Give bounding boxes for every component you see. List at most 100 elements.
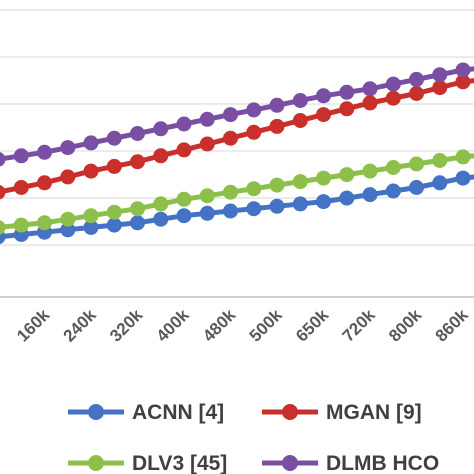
data-point <box>199 188 215 204</box>
data-point <box>339 101 355 117</box>
data-point <box>362 163 378 179</box>
data-point <box>0 152 6 167</box>
data-point <box>13 148 29 164</box>
data-point <box>83 208 99 224</box>
data-point <box>83 219 99 235</box>
x-tick-label: 860k <box>432 305 473 346</box>
data-point <box>83 135 99 151</box>
legend-item-mgan-9: MGAN [9] <box>262 401 422 424</box>
data-point <box>60 222 76 238</box>
data-point <box>455 62 471 78</box>
data-point <box>176 191 192 207</box>
data-point <box>199 111 215 127</box>
x-tick-label: 650k <box>292 305 333 346</box>
data-point <box>246 102 262 118</box>
legend-item-dlmb-hco: DLMB HCO <box>262 452 439 474</box>
x-tick-label: 240k <box>60 305 101 346</box>
data-point <box>60 211 76 227</box>
x-tick-label: 500k <box>246 305 287 346</box>
data-point <box>199 205 215 221</box>
data-point <box>153 211 169 227</box>
legend-marker <box>88 404 104 420</box>
data-point <box>246 124 262 140</box>
data-point <box>269 97 285 113</box>
x-tick-label: 480k <box>199 305 240 346</box>
data-point <box>432 175 448 191</box>
data-point <box>37 144 52 160</box>
data-point <box>362 95 378 111</box>
series-group <box>0 62 474 245</box>
data-point <box>13 180 29 195</box>
data-point <box>106 217 122 233</box>
data-point <box>83 163 99 179</box>
data-point <box>316 88 331 104</box>
data-point <box>106 204 122 220</box>
legend-label: DLV3 [45] <box>132 452 227 474</box>
data-point <box>37 175 52 191</box>
legend-marker <box>282 404 298 420</box>
data-point <box>130 154 145 170</box>
data-point <box>339 190 355 206</box>
data-point <box>153 121 169 137</box>
data-point <box>432 67 448 83</box>
data-point <box>362 187 378 203</box>
data-point <box>339 84 355 100</box>
x-axis-tick-labels: 160k 240k 320k 400k 480k 500k 650k 720k 800k 860k <box>13 305 472 346</box>
data-point <box>316 170 331 186</box>
data-point <box>339 167 355 183</box>
legend-label: DLMB HCO <box>326 452 439 474</box>
data-point <box>223 107 238 123</box>
data-point <box>455 149 471 165</box>
data-point <box>432 153 448 168</box>
x-tick-label: 720k <box>339 305 380 346</box>
data-point <box>246 181 262 197</box>
series-dlv3-45 <box>0 149 474 235</box>
legend-item-acnn-4: ACNN [4] <box>68 401 224 424</box>
data-point <box>223 130 238 146</box>
data-point <box>455 74 471 90</box>
gridlines <box>0 9 474 298</box>
data-point <box>409 86 424 101</box>
x-tick-label: 160k <box>13 305 54 346</box>
legend: ACNN [4] MGAN [9] DLV3 [45] DLMB HCO <box>68 401 439 474</box>
data-point <box>37 215 52 231</box>
x-tick-label: 320k <box>106 305 147 346</box>
x-tick-label: 400k <box>153 305 194 346</box>
data-point <box>269 198 285 214</box>
data-point <box>385 160 401 175</box>
x-tick-label: 800k <box>385 305 426 346</box>
data-point <box>385 183 401 199</box>
data-point <box>153 148 169 164</box>
data-point <box>269 177 285 193</box>
data-point <box>292 113 308 128</box>
data-point <box>409 156 424 172</box>
series-dlmb-hco <box>0 62 474 167</box>
data-point <box>130 126 145 141</box>
data-point <box>60 169 76 185</box>
data-point <box>153 196 169 212</box>
data-point <box>385 76 401 92</box>
data-point <box>292 93 308 108</box>
data-point <box>0 184 6 200</box>
data-point <box>316 194 331 210</box>
series-acnn-4 <box>0 170 474 245</box>
data-point <box>130 201 145 217</box>
legend-label: ACNN [4] <box>132 401 224 424</box>
legend-marker <box>88 455 104 471</box>
data-point <box>223 203 238 219</box>
data-point <box>292 174 308 190</box>
legend-label: MGAN [9] <box>326 401 422 424</box>
series-mgan-9 <box>0 74 474 200</box>
data-point <box>13 217 29 233</box>
data-point <box>316 107 331 123</box>
legend-marker <box>282 455 298 471</box>
data-point <box>176 142 192 158</box>
data-point <box>409 71 424 87</box>
data-point <box>0 220 6 235</box>
data-point <box>106 158 122 174</box>
data-point <box>130 215 145 231</box>
data-point <box>385 90 401 106</box>
data-point <box>60 140 76 156</box>
data-point <box>176 116 192 132</box>
